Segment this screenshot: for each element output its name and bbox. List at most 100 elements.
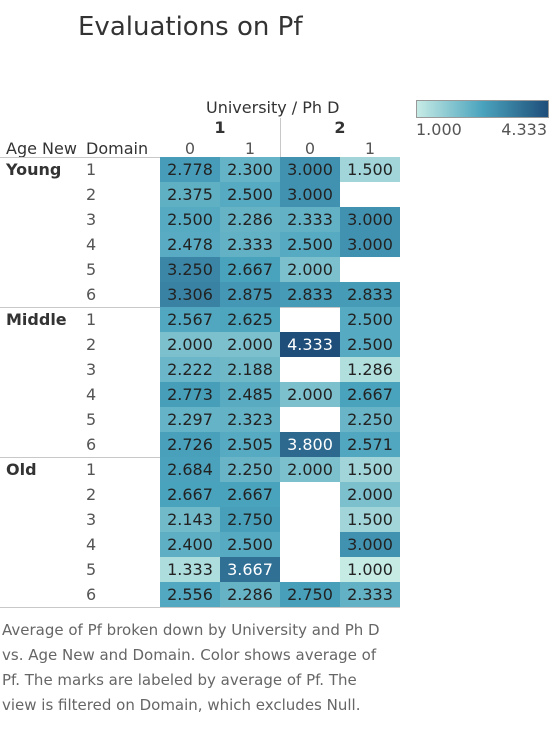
heatmap-cell: 2.300 — [220, 157, 280, 182]
domain-label: 3 — [86, 210, 97, 229]
heatmap-cell: 2.778 — [160, 157, 220, 182]
domain-label: 1 — [86, 460, 97, 479]
heatmap-cell: 3.000 — [340, 532, 400, 557]
heatmap-cell: 2.000 — [160, 332, 220, 357]
heatmap-cell: 3.000 — [340, 232, 400, 257]
heatmap-cell: 2.625 — [220, 307, 280, 332]
heatmap-cell: 2.000 — [280, 382, 340, 407]
heatmap-cell: 3.667 — [220, 557, 280, 582]
heatmap-cell: 2.567 — [160, 307, 220, 332]
heatmap-cell: 1.286 — [340, 357, 400, 382]
heatmap-cell: 2.333 — [220, 232, 280, 257]
university-divider — [280, 118, 281, 157]
heatmap-cell: 2.000 — [280, 257, 340, 282]
heatmap-cell: 1.000 — [340, 557, 400, 582]
grid-bottom-divider — [0, 607, 400, 608]
heatmap-cell: 2.750 — [220, 507, 280, 532]
heatmap-cell: 4.333 — [280, 332, 340, 357]
heatmap-cell: 2.500 — [340, 307, 400, 332]
legend-gradient-bar — [416, 100, 549, 118]
heatmap-cell: 2.188 — [220, 357, 280, 382]
heatmap-cell: 2.250 — [340, 407, 400, 432]
heatmap-cell: 2.500 — [220, 532, 280, 557]
chart-title: Evaluations on Pf — [78, 12, 303, 42]
heatmap-cell: 2.000 — [280, 457, 340, 482]
domain-label: 2 — [86, 185, 97, 204]
heatmap-cell: 2.726 — [160, 432, 220, 457]
heatmap-cell: 3.000 — [340, 207, 400, 232]
domain-label: 4 — [86, 235, 97, 254]
heatmap-cell: 2.571 — [340, 432, 400, 457]
heatmap-cell: 2.333 — [280, 207, 340, 232]
domain-label: 5 — [86, 410, 97, 429]
heatmap-cell: 2.375 — [160, 182, 220, 207]
heatmap-cell: 2.323 — [220, 407, 280, 432]
legend-max-label: 4.333 — [501, 120, 547, 139]
heatmap-cell: 2.500 — [340, 332, 400, 357]
row-dimension-age: Age New — [6, 139, 77, 158]
heatmap-cell: 2.286 — [220, 207, 280, 232]
domain-label: 1 — [86, 160, 97, 179]
heatmap-cell: 3.000 — [280, 182, 340, 207]
heatmap-cell: 2.500 — [220, 182, 280, 207]
domain-label: 5 — [86, 260, 97, 279]
heatmap-cell: 2.505 — [220, 432, 280, 457]
row-dimension-domain: Domain — [86, 139, 149, 158]
heatmap-cell: 2.750 — [280, 582, 340, 607]
domain-label: 2 — [86, 335, 97, 354]
heatmap-cell: 2.297 — [160, 407, 220, 432]
column-dimension-header: University / Ph D — [206, 98, 340, 117]
heatmap-cell: 2.143 — [160, 507, 220, 532]
heatmap-cell: 2.286 — [220, 582, 280, 607]
domain-label: 6 — [86, 435, 97, 454]
heatmap-cell: 1.500 — [340, 157, 400, 182]
heatmap-cell: 2.684 — [160, 457, 220, 482]
heatmap-cell: 2.478 — [160, 232, 220, 257]
heatmap-cell: 2.875 — [220, 282, 280, 307]
heatmap-cell: 2.833 — [340, 282, 400, 307]
heatmap-cell: 2.000 — [340, 482, 400, 507]
university-header: 1 — [214, 118, 226, 137]
age-label: Old — [6, 460, 37, 479]
domain-label: 4 — [86, 385, 97, 404]
heatmap-cell: 2.485 — [220, 382, 280, 407]
heatmap-cell: 3.800 — [280, 432, 340, 457]
age-label: Middle — [6, 310, 67, 329]
heatmap-cell: 2.500 — [160, 207, 220, 232]
domain-label: 2 — [86, 485, 97, 504]
domain-label: 1 — [86, 310, 97, 329]
legend-min-label: 1.000 — [416, 120, 462, 139]
phd-header: 0 — [184, 139, 196, 158]
heatmap-cell: 1.333 — [160, 557, 220, 582]
university-header: 2 — [334, 118, 346, 137]
heatmap-cell: 1.500 — [340, 507, 400, 532]
heatmap-cell: 3.000 — [280, 157, 340, 182]
domain-label: 5 — [86, 560, 97, 579]
phd-header: 1 — [364, 139, 376, 158]
domain-label: 6 — [86, 285, 97, 304]
heatmap-cell: 3.250 — [160, 257, 220, 282]
heatmap-cell: 2.833 — [280, 282, 340, 307]
phd-header: 0 — [304, 139, 316, 158]
heatmap-cell: 2.556 — [160, 582, 220, 607]
heatmap-cell: 2.667 — [340, 382, 400, 407]
heatmap-cell: 2.667 — [160, 482, 220, 507]
heatmap-cell: 2.667 — [220, 482, 280, 507]
heatmap-cell: 3.306 — [160, 282, 220, 307]
heatmap-cell: 2.773 — [160, 382, 220, 407]
color-legend: 1.000 4.333 — [416, 100, 549, 139]
heatmap-cell: 2.500 — [280, 232, 340, 257]
heatmap-cell: 2.000 — [220, 332, 280, 357]
heatmap-cell: 1.500 — [340, 457, 400, 482]
domain-label: 3 — [86, 510, 97, 529]
heatmap-cell: 2.400 — [160, 532, 220, 557]
phd-header: 1 — [244, 139, 256, 158]
chart-caption: Average of Pf broken down by University … — [2, 621, 380, 714]
heatmap-cell: 2.250 — [220, 457, 280, 482]
heatmap-cell: 2.222 — [160, 357, 220, 382]
heatmap-cell: 2.667 — [220, 257, 280, 282]
domain-label: 3 — [86, 360, 97, 379]
heatmap-cell: 2.333 — [340, 582, 400, 607]
domain-label: 4 — [86, 535, 97, 554]
domain-label: 6 — [86, 585, 97, 604]
